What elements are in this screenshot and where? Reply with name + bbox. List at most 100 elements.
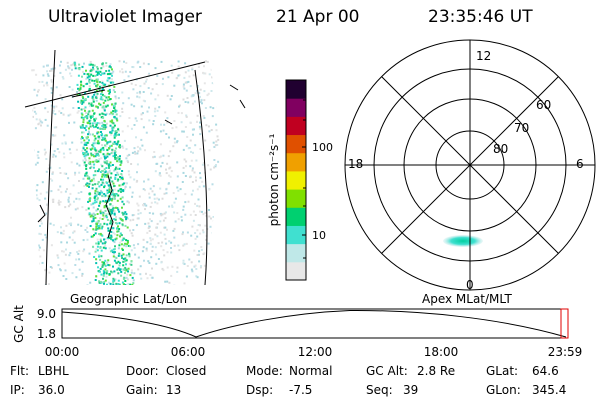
image-pixel — [99, 232, 102, 235]
image-pixel — [125, 148, 128, 151]
image-pixel — [71, 238, 74, 241]
image-pixel — [118, 244, 121, 247]
image-pixel — [106, 122, 108, 125]
image-pixel — [72, 107, 75, 109]
image-pixel — [98, 254, 101, 257]
image-pixel — [48, 283, 50, 285]
image-pixel — [80, 99, 83, 102]
image-pixel — [73, 121, 76, 124]
image-pixel — [176, 186, 179, 189]
image-pixel — [37, 89, 40, 92]
image-pixel — [119, 235, 121, 238]
image-pixel — [86, 284, 89, 285]
image-pixel — [52, 153, 55, 156]
image-pixel — [139, 85, 142, 88]
image-pixel — [58, 110, 61, 113]
image-pixel — [49, 222, 52, 225]
image-pixel — [203, 90, 206, 93]
image-pixel — [219, 68, 221, 71]
image-pixel — [69, 152, 72, 155]
image-pixel — [121, 211, 124, 214]
image-pixel — [79, 125, 82, 128]
image-pixel — [96, 213, 99, 215]
image-pixel — [88, 127, 90, 130]
image-pixel — [187, 101, 190, 104]
longitude-line — [194, 69, 208, 286]
image-pixel — [100, 135, 103, 138]
image-pixel — [104, 242, 106, 245]
image-pixel — [170, 251, 173, 254]
image-pixel — [191, 181, 194, 183]
image-pixel — [34, 254, 37, 257]
image-pixel — [63, 134, 66, 137]
image-pixel — [81, 260, 84, 263]
image-pixel — [150, 92, 153, 95]
image-pixel — [98, 135, 100, 138]
image-pixel — [123, 276, 126, 279]
image-pixel — [207, 125, 210, 128]
image-pixel — [213, 68, 216, 71]
image-pixel — [95, 228, 98, 231]
image-pixel — [88, 81, 91, 84]
image-pixel — [120, 239, 123, 242]
image-pixel — [121, 68, 124, 71]
image-pixel — [104, 139, 107, 142]
image-pixel — [99, 210, 102, 213]
image-pixel — [191, 67, 194, 70]
image-pixel — [188, 258, 191, 261]
image-pixel — [105, 272, 108, 275]
image-pixel — [159, 174, 162, 177]
image-pixel — [133, 105, 136, 108]
image-pixel — [204, 72, 207, 75]
image-pixel — [92, 228, 95, 231]
image-pixel — [103, 95, 106, 98]
image-pixel — [107, 207, 110, 210]
current-time-marker — [560, 308, 569, 339]
image-pixel — [116, 160, 119, 163]
image-pixel — [95, 209, 98, 212]
image-pixel — [147, 73, 150, 76]
time-tick-label: 12:00 — [298, 345, 333, 359]
image-pixel — [98, 85, 101, 88]
image-pixel — [94, 155, 97, 158]
image-pixel — [53, 105, 56, 108]
image-pixel — [91, 220, 94, 223]
image-pixel — [57, 188, 60, 191]
image-pixel — [110, 131, 113, 134]
image-pixel — [120, 270, 123, 273]
image-pixel — [148, 106, 150, 109]
longitude-line — [45, 49, 56, 286]
image-pixel — [160, 123, 162, 126]
image-pixel — [211, 183, 214, 186]
image-pixel — [200, 246, 203, 248]
image-pixel — [100, 163, 103, 166]
image-pixel — [113, 107, 116, 110]
image-pixel — [88, 177, 91, 180]
image-pixel — [197, 66, 200, 68]
image-pixel — [108, 189, 111, 192]
image-pixel — [76, 111, 79, 114]
image-pixel — [118, 264, 121, 267]
image-pixel — [100, 264, 103, 267]
image-pixel — [102, 277, 104, 280]
image-pixel — [167, 155, 170, 158]
image-pixel — [94, 192, 97, 195]
image-pixel — [110, 234, 113, 237]
image-pixel — [112, 283, 115, 285]
image-pixel — [133, 147, 136, 150]
image-pixel — [85, 125, 88, 128]
image-pixel — [96, 197, 99, 200]
image-pixel — [107, 229, 110, 232]
image-pixel — [107, 141, 110, 144]
image-pixel — [90, 235, 93, 238]
image-pixel — [38, 232, 41, 235]
image-pixel — [124, 224, 127, 227]
image-pixel — [115, 215, 117, 218]
image-pixel — [176, 270, 179, 273]
image-pixel — [118, 60, 121, 63]
image-pixel — [77, 74, 80, 77]
image-pixel — [70, 216, 72, 219]
image-pixel — [98, 281, 101, 284]
image-pixel — [147, 178, 150, 181]
image-pixel — [104, 194, 107, 197]
